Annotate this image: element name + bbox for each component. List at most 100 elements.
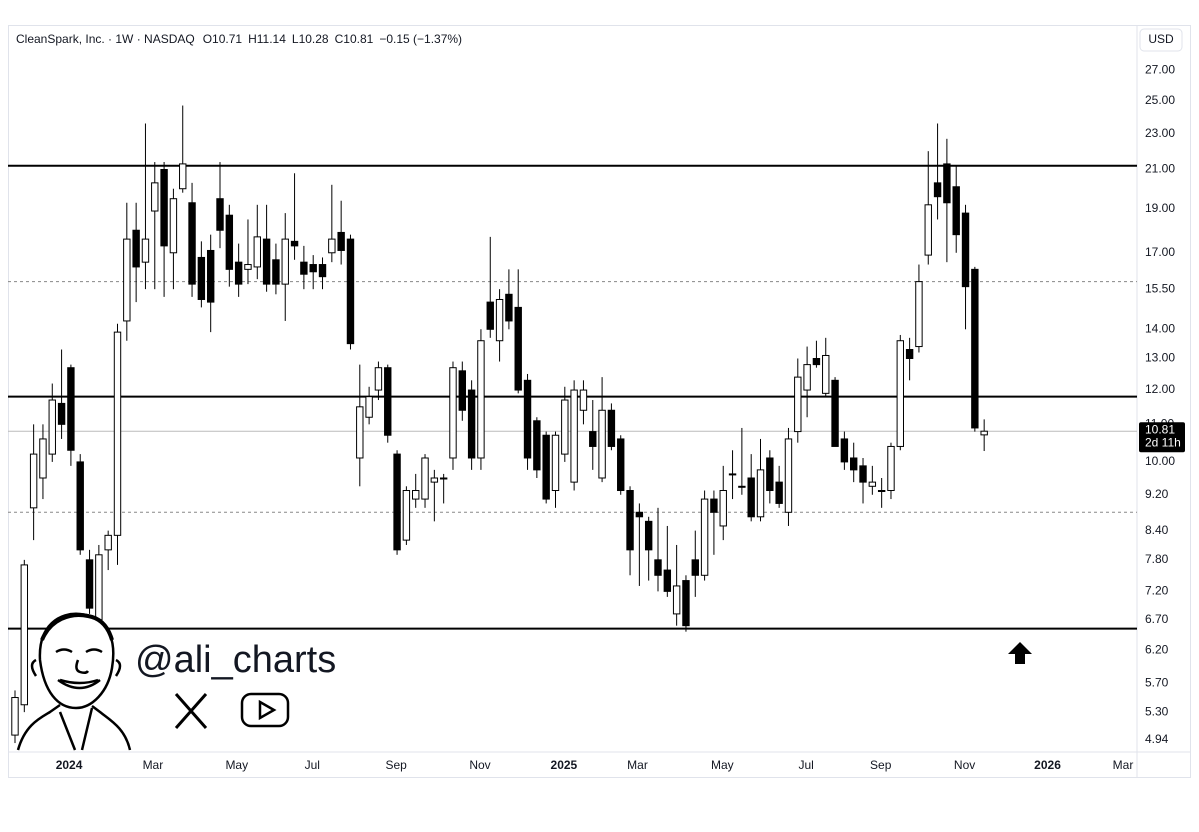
y-tick-label: 17.00: [1145, 245, 1175, 259]
x-tick-label: Sep: [385, 758, 407, 772]
candle-body: [281, 238, 289, 285]
price-label: 10.81: [1145, 422, 1175, 436]
y-tick-label: 27.00: [1145, 63, 1175, 77]
candle-body: [290, 240, 299, 247]
up-arrow: [1008, 642, 1032, 664]
candle-body: [822, 354, 830, 394]
candle-body: [421, 457, 429, 500]
candle-body: [179, 163, 187, 190]
candle-body: [635, 511, 644, 518]
frame: [8, 25, 1191, 778]
candle-body: [151, 182, 159, 212]
candle-body: [896, 340, 904, 447]
x-tick-label: Mar: [627, 758, 648, 772]
candle-body: [561, 399, 569, 455]
candle-body: [654, 559, 662, 576]
candle-body: [346, 238, 355, 345]
candle-body: [831, 379, 839, 447]
header-title: CleanSpark, Inc. · 1W · NASDAQ: [16, 32, 195, 46]
candle-body: [719, 490, 727, 527]
y-tick-label: 5.70: [1145, 676, 1169, 690]
candle-body: [728, 473, 737, 476]
candle-body: [141, 238, 150, 263]
currency[interactable]: USD: [1148, 32, 1174, 46]
candle-body: [794, 376, 802, 433]
ohlc-close: C10.81: [335, 32, 374, 46]
candle-body: [486, 301, 494, 330]
candle-body: [458, 370, 467, 411]
y-tick-label: 14.00: [1145, 321, 1175, 335]
candle-body: [887, 445, 895, 492]
y-tick-label: 21.00: [1145, 162, 1175, 176]
x-tick-label: Mar: [143, 758, 164, 772]
candle-body: [617, 438, 625, 492]
candle-body: [775, 481, 783, 504]
candle-body: [579, 389, 588, 411]
candle-body: [85, 559, 94, 609]
candle-body: [439, 477, 448, 480]
ohlc-low: L10.28: [292, 32, 329, 46]
candle-body: [514, 306, 522, 391]
y-tick-label: 7.20: [1145, 584, 1169, 598]
avatar: [16, 612, 132, 751]
candle-body: [477, 340, 485, 459]
candle-body: [840, 438, 849, 463]
currency-box[interactable]: [1139, 28, 1183, 52]
candle-body: [495, 298, 504, 342]
candle-body: [328, 238, 336, 254]
candle-body: [607, 409, 616, 447]
candle-body: [123, 238, 131, 322]
x-tick-label: Nov: [469, 758, 490, 772]
candle-body: [952, 186, 960, 236]
candle-body: [812, 358, 821, 366]
candle-body: [76, 461, 84, 551]
candle-body: [803, 364, 811, 391]
candle-body: [626, 490, 634, 551]
y-tick-label: 15.50: [1145, 281, 1175, 295]
candle-body: [39, 438, 47, 479]
ohlc-change: −0.15 (−1.37%): [379, 32, 462, 46]
candle-body: [933, 182, 942, 198]
candle-body: [365, 396, 373, 418]
candle-body: [57, 402, 66, 425]
candle-body: [915, 281, 923, 348]
y-tick-label: 12.00: [1145, 382, 1175, 396]
candle-body: [197, 256, 206, 300]
x-tick-label: Mar: [1113, 758, 1134, 772]
candle-body: [756, 469, 765, 518]
x-tick-label: Nov: [954, 758, 975, 772]
x-tick-label: 2025: [551, 758, 578, 772]
candle-body: [868, 481, 877, 487]
candle-body: [169, 198, 178, 254]
candle-body: [589, 431, 597, 447]
candle-body: [20, 564, 29, 706]
y-tick-label: 4.94: [1145, 732, 1169, 746]
y-tick-label: 7.80: [1145, 552, 1169, 566]
candle-body: [672, 585, 681, 615]
x-tick-label: May: [225, 758, 248, 772]
candle-body: [225, 214, 234, 270]
candle-body: [700, 498, 709, 576]
candle-body: [95, 554, 103, 621]
y-tick-label: 6.20: [1145, 642, 1169, 656]
candle-body: [980, 430, 988, 436]
candle-body: [160, 168, 168, 247]
watermark-handle: @ali_charts: [135, 639, 336, 681]
candle-body: [542, 434, 550, 500]
candle-body: [505, 293, 513, 322]
x-tick-label: 2026: [1034, 758, 1061, 772]
candle-body: [244, 264, 252, 270]
candle-body: [356, 406, 364, 459]
x-logo: [174, 693, 208, 729]
candle-body: [113, 331, 122, 536]
candle-body: [682, 580, 690, 627]
candle-body: [710, 498, 718, 513]
candle-body: [943, 163, 951, 204]
countdown: 2d 11h: [1145, 435, 1181, 449]
plot: [8, 105, 1137, 744]
candle-body: [430, 477, 439, 483]
candle-body: [691, 559, 699, 576]
ohlc-open: O10.71: [203, 32, 243, 46]
